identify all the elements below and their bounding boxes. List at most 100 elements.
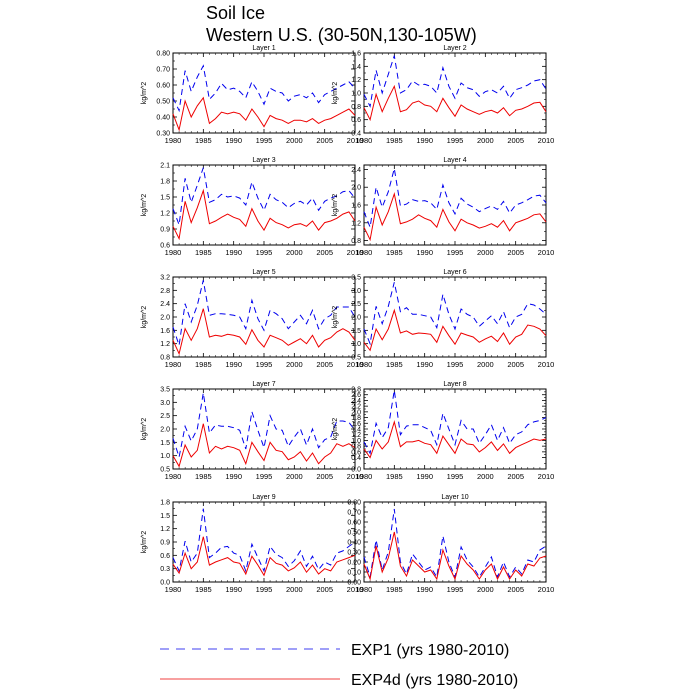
panel-6: Layer 6 0.5 1.0 1.5 2.0 2.5 3.0 3.5 1980 1985 1990… [332,269,554,369]
y-tick-label: 1.0 [351,91,361,98]
y-tick-label: 2.0 [160,315,170,322]
x-tick-label: 1985 [386,472,403,481]
x-tick-label: 2010 [538,136,555,145]
plot-frame [363,164,547,246]
panel-title: Layer 2 [443,45,466,52]
y-tick-label: 1.5 [160,195,170,202]
y-tick-label: 2.5 [351,301,361,308]
plot-frame [363,388,547,470]
legend-label-2: EXP4d (yrs 1980-2010) [351,672,518,689]
y-tick-label: 0.0 [160,580,170,587]
y-tick-label: 0.30 [156,131,170,138]
y-tick-label: 1.5 [160,440,170,447]
panel-1: Layer 1 0.30 0.40 0.50 0.60 0.70 0.80 1980 1985 1… [141,45,363,145]
y-tick-label: 1.5 [351,328,361,335]
panel-9: Layer 9 0.0 0.3 0.6 0.9 1.2 1.5 1.8 1980 1985 1990… [141,494,363,594]
panel-3: Layer 3 0.6 0.9 1.2 1.5 1.8 2.1 1980 1985 1990 199… [141,157,363,257]
y-tick-label: 0.20 [347,560,361,567]
x-tick-label: 1980 [165,472,182,481]
x-tick-label: 1995 [256,136,273,145]
x-tick-label: 2005 [507,360,524,369]
x-tick-label: 2000 [477,472,494,481]
legend-label-1: EXP1 (yrs 1980-2010) [351,642,509,659]
y-tick-label: 0.9 [160,540,170,547]
y-tick-label: 3.5 [160,387,170,394]
panel-title: Layer 6 [443,269,466,276]
x-tick-label: 1980 [356,136,373,145]
x-tick-label: 1980 [165,248,182,257]
y-tick-label: 0.40 [156,115,170,122]
panel-8: Layer 8 0.0 0.40.60.81.01.21.41.61.82.02.2… [332,381,554,481]
y-tick-label: 0.3 [160,566,170,573]
x-tick-label: 1995 [447,585,464,594]
panels-grid: Layer 1 0.30 0.40 0.50 0.60 0.70 0.80 1980 1985 1… [141,45,554,594]
series-line-exp4d [172,423,356,468]
y-tick-label: 1.2 [160,211,170,218]
y-tick-label: 0.8 [351,104,361,111]
y-tick-label: 2.6 [351,392,361,399]
y-tick-label: 0.30 [347,550,361,557]
y-tick-label: 0.00 [347,580,361,587]
y-tick-label: 2.4 [351,167,361,174]
y-tick-label: 1.5 [160,513,170,520]
x-tick-label: 2000 [286,248,303,257]
y-tick-label: 2.8 [351,387,361,394]
x-tick-label: 1985 [386,136,403,145]
y-axis-label: kg/m^2 [332,418,339,440]
x-tick-label: 2000 [477,360,494,369]
y-tick-label: 3.2 [160,275,170,282]
y-tick-label: 1.0 [160,453,170,460]
panel-4: Layer 4 0.8 1.2 1.6 2.0 2.4 1980 1985 1990 1995 20… [332,157,554,257]
panel-title: Layer 4 [443,157,466,164]
y-axis-label: kg/m^2 [141,531,148,553]
y-tick-label: 0.4 [351,455,361,462]
x-tick-label: 1985 [195,472,212,481]
y-tick-label: 0.6 [160,553,170,560]
series-line-exp1 [363,55,547,108]
x-tick-label: 2000 [286,585,303,594]
plot-frame [172,52,356,134]
y-tick-label: 3.0 [351,288,361,295]
series-line-exp4d [363,531,547,581]
panel-title: Layer 5 [252,269,275,276]
y-tick-label: 2.2 [351,404,361,411]
series-line-exp1 [172,64,356,113]
x-tick-label: 1995 [256,585,273,594]
x-tick-label: 1990 [416,360,433,369]
y-axis-label: kg/m^2 [332,306,339,328]
x-tick-label: 1980 [356,360,373,369]
panel-10: Layer 10 0.00 0.10 0.20 0.30 0.40 0.50 0.60 0.70… [347,494,554,594]
x-tick-label: 1985 [386,585,403,594]
x-tick-label: 1990 [416,472,433,481]
y-tick-label: 1.2 [351,432,361,439]
series-line-exp1 [363,168,547,230]
y-tick-label: 0.5 [351,355,361,362]
y-tick-label: 0.70 [156,67,170,74]
y-tick-label: 0.8 [351,444,361,451]
y-tick-label: 1.2 [351,220,361,227]
y-tick-label: 2.1 [160,163,170,170]
y-tick-label: 3.0 [160,400,170,407]
x-tick-label: 1990 [416,585,433,594]
x-tick-label: 2005 [507,136,524,145]
x-tick-label: 1985 [195,136,212,145]
panel-5: Layer 5 0.8 1.2 1.6 2.0 2.4 2.8 3.2 1980 1985 1990… [141,269,363,369]
figure-subtitle: Western U.S. (30-50N,130-105W) [206,25,477,45]
y-tick-label: 0.9 [160,227,170,234]
x-tick-label: 1980 [165,585,182,594]
y-tick-label: 1.6 [160,328,170,335]
x-tick-label: 1985 [386,248,403,257]
series-line-exp4d [363,84,547,122]
x-tick-label: 1990 [225,585,242,594]
x-tick-label: 1995 [447,360,464,369]
series-line-exp4d [363,420,547,459]
x-tick-label: 2005 [316,585,333,594]
x-tick-label: 2000 [477,136,494,145]
y-tick-label: 0.60 [156,83,170,90]
y-tick-label: 0.10 [347,570,361,577]
x-tick-label: 2005 [316,360,333,369]
y-tick-label: 1.8 [351,415,361,422]
series-line-exp4d [172,308,356,356]
x-tick-label: 1995 [447,248,464,257]
